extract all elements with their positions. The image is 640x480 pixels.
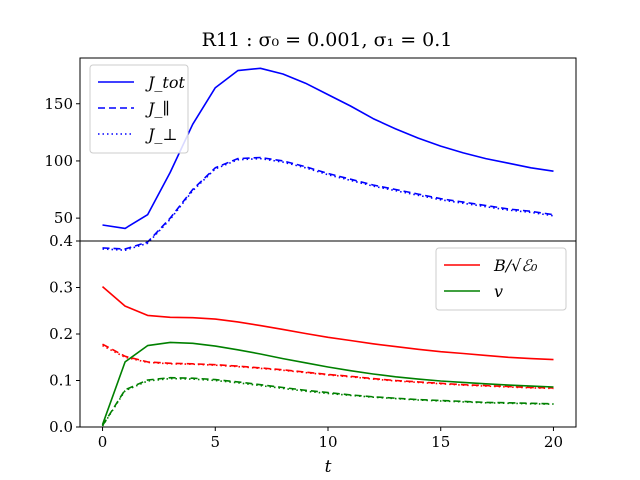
bottom-ytick-label: 0.0 [49, 418, 73, 436]
top-legend-label: J_∥ [145, 99, 170, 118]
xtick-label: 15 [431, 433, 450, 451]
bottom-legend: B/√ℰ₀ v [435, 247, 567, 311]
top-legend-label: J_⊥ [145, 125, 177, 144]
top-series-line-0 [102, 67, 554, 230]
bottom-series-line-5 [101, 377, 554, 427]
bottom-series-lines [101, 285, 554, 427]
bottom-series-line-0 [101, 285, 554, 361]
bottom-ytick-label: 0.4 [49, 232, 73, 250]
top-legend-box [89, 64, 189, 154]
bottom-series-line-4 [101, 376, 554, 427]
bottom-legend-label: v [494, 282, 503, 301]
top-panel: 50 100 150 J_tot J_∥ J_⊥ [44, 57, 577, 251]
xtick-label: 0 [98, 433, 108, 451]
top-series-lines [102, 67, 554, 251]
xtick-label: 10 [318, 433, 337, 451]
top-ytick-label: 100 [44, 152, 73, 170]
bottom-ytick-label: 0.2 [49, 325, 73, 343]
bottom-y-ticks: 0.0 0.1 0.2 0.3 0.4 [49, 232, 80, 436]
bottom-legend-box [435, 247, 567, 311]
top-series-line-1 [102, 156, 554, 250]
bottom-ytick-label: 0.1 [49, 372, 73, 390]
top-legend: J_tot J_∥ J_⊥ [89, 64, 189, 154]
xtick-label: 20 [544, 433, 563, 451]
x-axis-label: t [325, 457, 332, 477]
top-ytick-label: 150 [44, 95, 73, 113]
top-ytick-label: 50 [54, 209, 73, 227]
top-y-ticks: 50 100 150 [44, 95, 80, 227]
xtick-label: 5 [210, 433, 220, 451]
bottom-panel: 0.0 0.1 0.2 0.3 0.4 0 5 10 15 20 B/√ℰ₀ v [49, 232, 577, 451]
top-series-line-2 [102, 157, 554, 251]
bottom-legend-label: B/√ℰ₀ [493, 256, 538, 275]
bottom-x-ticks: 0 5 10 15 20 [98, 427, 563, 451]
bottom-series-line-1 [102, 343, 554, 389]
chart-title: R11 : σ₀ = 0.001, σ₁ = 0.1 [202, 29, 453, 51]
top-legend-label: J_tot [145, 73, 185, 92]
bottom-ytick-label: 0.3 [49, 279, 73, 297]
bottom-series-line-3 [101, 341, 554, 425]
